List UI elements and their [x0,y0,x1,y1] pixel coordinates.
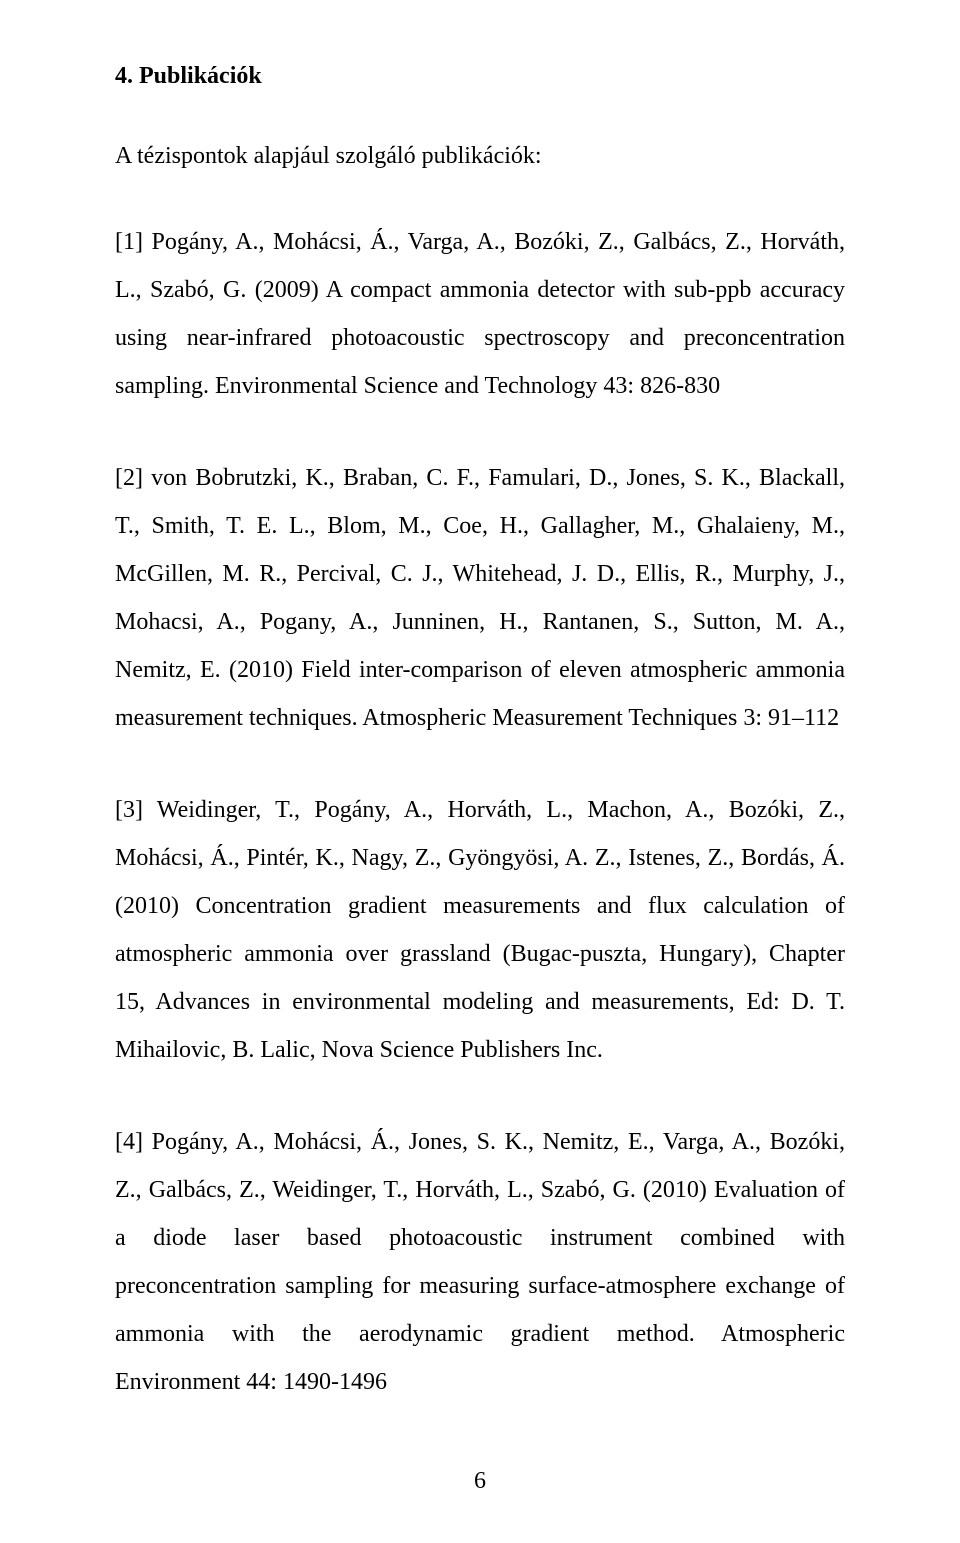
section-subtitle: A tézispontok alapjául szolgáló publikác… [115,138,845,174]
reference-item: [2] von Bobrutzki, K., Braban, C. F., Fa… [115,454,845,742]
reference-item: [3] Weidinger, T., Pogány, A., Horváth, … [115,786,845,1074]
document-page: 4. Publikációk A tézispontok alapjául sz… [0,0,960,1543]
section-title: 4. Publikációk [115,58,845,94]
page-number: 6 [0,1468,960,1495]
reference-item: [4] Pogány, A., Mohácsi, Á., Jones, S. K… [115,1118,845,1406]
reference-item: [1] Pogány, A., Mohácsi, Á., Varga, A., … [115,218,845,410]
